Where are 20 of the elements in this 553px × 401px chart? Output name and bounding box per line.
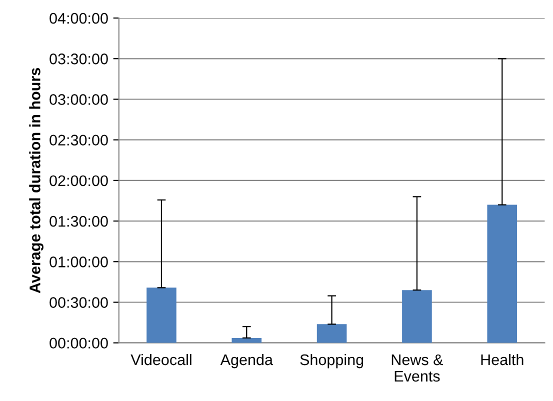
y-tick-label: 04:00:00 [50,12,108,24]
bar [232,338,262,343]
x-tick-label: Agenda [220,354,273,368]
y-tick-label: 01:00:00 [50,256,108,268]
y-tick-label: 00:00:00 [50,338,108,349]
bar [316,324,347,343]
x-tick-label: Health [481,354,524,366]
x-tick-label: News & Events [392,354,444,382]
y-tick-label: 03:00:00 [50,94,108,105]
x-tick-label: Videocall [130,354,192,366]
y-tick-label: 01:30:00 [50,216,108,227]
y-tick-label: 03:30:00 [50,54,108,64]
bar [487,204,518,343]
y-tick-label: 02:00:00 [50,175,108,186]
bar [146,288,176,343]
y-axis-title: Average total duration in hours [29,68,44,294]
bar [402,290,432,343]
y-tick-label: 00:30:00 [50,297,108,308]
y-tick-label: 02:30:00 [50,134,108,146]
x-tick-label: Shopping [300,354,364,368]
